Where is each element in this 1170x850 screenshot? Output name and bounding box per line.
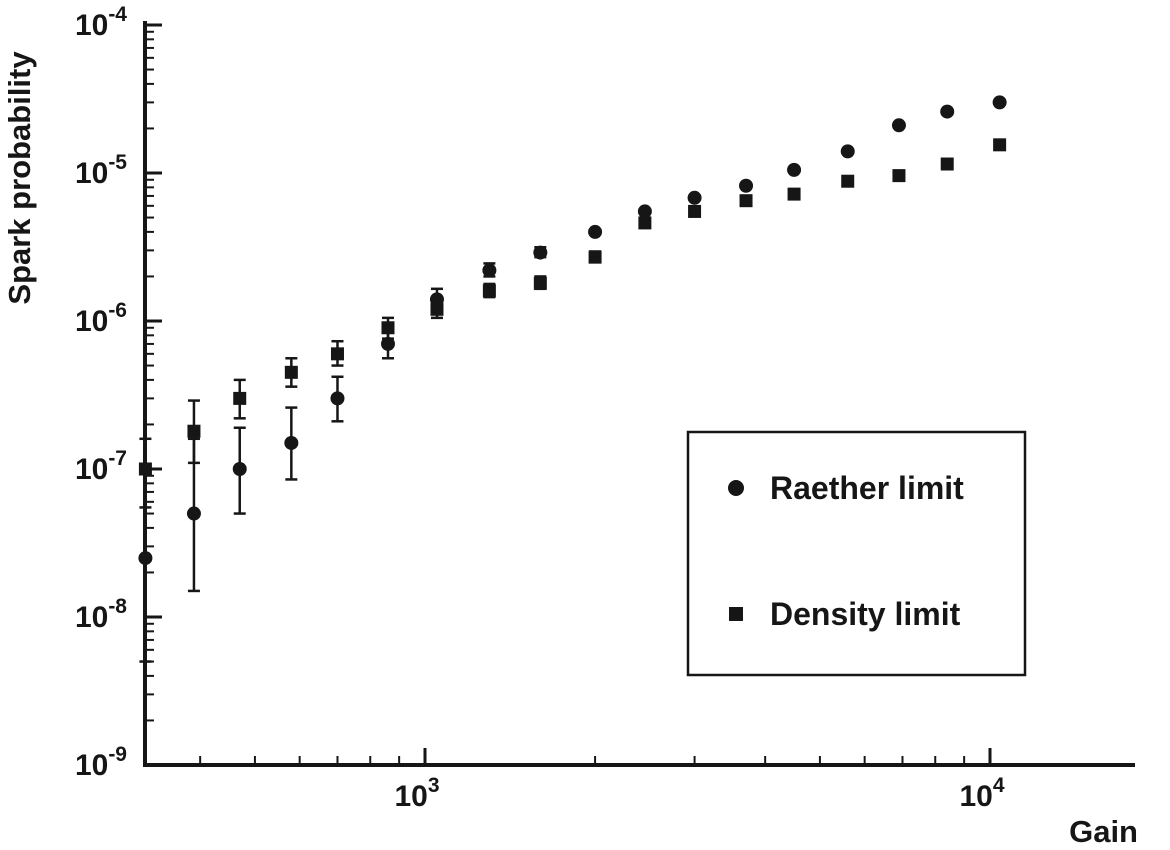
x-tick-label: 103	[394, 774, 439, 813]
data-point-raether-limit	[891, 118, 906, 133]
data-point-raether-limit	[482, 263, 497, 278]
x-tick-label: 104	[959, 774, 1004, 813]
y-tick-label: 10-4	[75, 3, 127, 42]
data-point-raether-limit	[232, 462, 247, 476]
data-point-density-limit	[138, 462, 152, 476]
data-point-raether-limit	[138, 551, 153, 566]
y-tick-label: 10-5	[75, 151, 127, 190]
data-point-raether-limit	[992, 95, 1007, 110]
data-point-raether-limit	[330, 391, 345, 406]
data-point-density-limit	[638, 216, 652, 230]
legend-label-density-limit: Density limit	[770, 596, 961, 632]
data-point-density-limit	[233, 391, 247, 405]
data-point-density-limit	[841, 174, 855, 188]
data-point-raether-limit	[186, 506, 201, 521]
data-point-raether-limit	[588, 224, 603, 239]
y-axis-title: Spark probability	[2, 51, 37, 305]
data-point-density-limit	[739, 194, 753, 208]
data-point-raether-limit	[940, 104, 955, 119]
data-point-density-limit	[892, 169, 906, 183]
data-point-density-limit	[430, 302, 444, 316]
data-point-raether-limit	[840, 144, 855, 159]
y-tick-label: 10-9	[75, 743, 127, 782]
data-point-density-limit	[187, 424, 201, 438]
data-point-raether-limit	[533, 245, 548, 260]
data-point-density-limit	[482, 284, 496, 298]
data-point-raether-limit	[380, 336, 395, 351]
y-tick-label: 10-8	[75, 595, 127, 634]
data-point-density-limit	[533, 276, 547, 290]
legend-label-raether-limit: Raether limit	[770, 470, 964, 506]
data-point-raether-limit	[284, 435, 299, 450]
data-point-raether-limit	[637, 204, 652, 219]
data-point-density-limit	[940, 157, 954, 171]
data-point-density-limit	[284, 365, 298, 379]
data-point-density-limit	[993, 138, 1007, 152]
data-point-raether-limit	[739, 178, 754, 193]
y-tick-label: 10-7	[75, 447, 127, 486]
data-point-density-limit	[330, 347, 344, 361]
data-point-density-limit	[381, 321, 395, 335]
y-tick-label: 10-6	[75, 299, 127, 338]
data-point-density-limit	[787, 187, 801, 201]
data-point-density-limit	[588, 250, 602, 264]
data-point-raether-limit	[687, 190, 702, 205]
data-point-raether-limit	[787, 162, 802, 177]
x-axis-title: Gain	[1069, 814, 1138, 849]
legend-marker-raether-limit	[728, 480, 744, 496]
legend-marker-density-limit	[729, 607, 743, 621]
legend-box	[686, 430, 1027, 677]
data-point-density-limit	[688, 204, 702, 218]
